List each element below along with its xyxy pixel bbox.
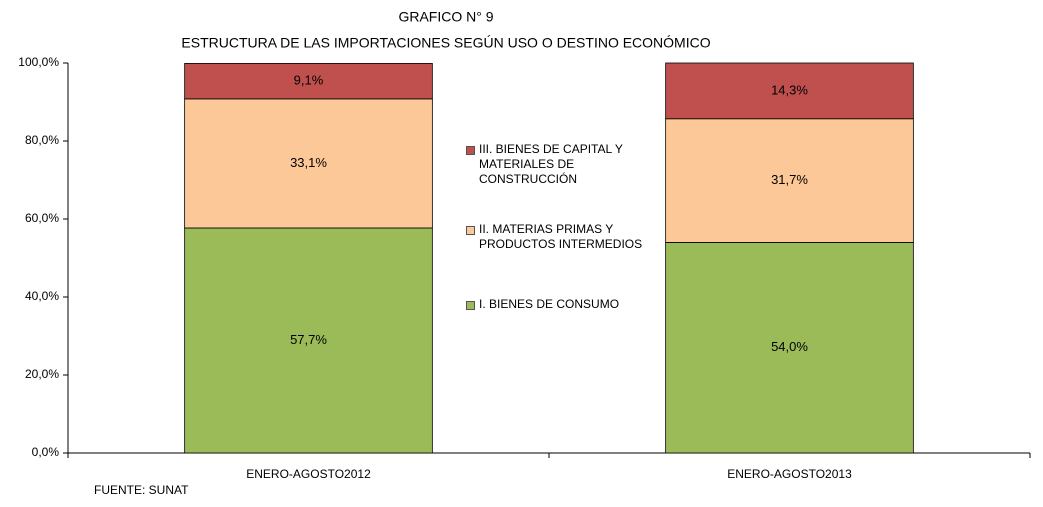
data-label: 33,1% bbox=[290, 155, 327, 170]
chart-title: GRAFICO N° 9 bbox=[398, 9, 493, 25]
data-label: 9,1% bbox=[294, 73, 324, 88]
y-tick-label: 40,0% bbox=[25, 289, 59, 303]
bar-segment bbox=[184, 227, 433, 454]
bar-segment bbox=[665, 118, 914, 243]
data-label: 14,3% bbox=[771, 82, 808, 97]
bar-segment bbox=[184, 98, 433, 229]
source: FUENTE: SUNAT bbox=[94, 483, 189, 497]
legend-item: II. MATERIAS PRIMAS Y PRODUCTOS INTERMED… bbox=[466, 222, 667, 252]
legend-swatch bbox=[466, 146, 475, 155]
data-label: 54,0% bbox=[771, 339, 808, 354]
chart-subtitle: ESTRUCTURA DE LAS IMPORTACIONES SEGÚN US… bbox=[181, 35, 710, 51]
x-tick-label: ENERO-AGOSTO2012 bbox=[246, 467, 371, 481]
y-tick-label: 20,0% bbox=[25, 367, 59, 381]
data-label: 57,7% bbox=[290, 332, 327, 347]
data-label: 31,7% bbox=[771, 172, 808, 187]
y-tick-label: 80,0% bbox=[25, 133, 59, 147]
legend-item: I. BIENES DE CONSUMO bbox=[466, 297, 667, 312]
x-tick-label: ENERO-AGOSTO2013 bbox=[727, 467, 852, 481]
legend-item: III. BIENES DE CAPITAL Y MATERIALES DE C… bbox=[466, 142, 667, 187]
legend-swatch bbox=[466, 301, 475, 310]
legend-swatch bbox=[466, 226, 475, 235]
bar-segment bbox=[665, 241, 914, 454]
legend-label: II. MATERIAS PRIMAS Y PRODUCTOS INTERMED… bbox=[479, 222, 643, 251]
legend-label: III. BIENES DE CAPITAL Y MATERIALES DE C… bbox=[479, 142, 623, 186]
bar-segment bbox=[184, 62, 433, 100]
bar-segment bbox=[665, 62, 914, 120]
y-tick-label: 100,0% bbox=[18, 55, 59, 69]
legend-label: I. BIENES DE CONSUMO bbox=[479, 297, 620, 311]
y-tick-label: 0,0% bbox=[32, 445, 60, 459]
y-tick-label: 60,0% bbox=[25, 211, 59, 225]
